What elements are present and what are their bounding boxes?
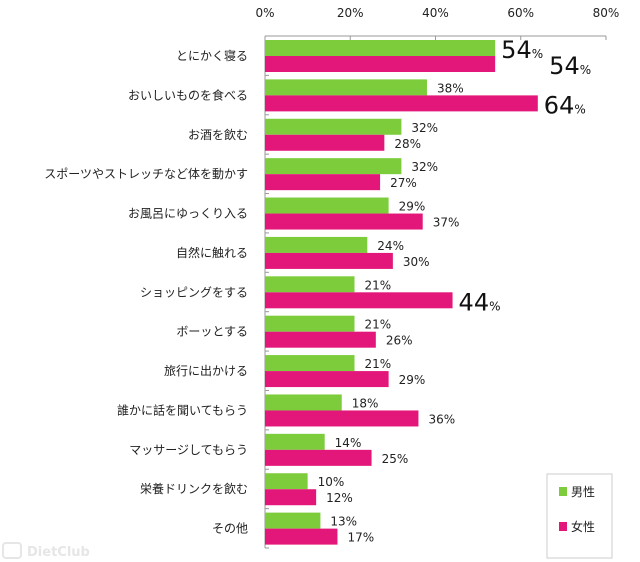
bar-female <box>265 174 381 191</box>
data-label: 30% <box>403 255 430 269</box>
bar-male <box>265 118 402 135</box>
bar-male <box>265 315 355 332</box>
data-label-highlight: 64% <box>544 91 586 119</box>
category-label: その他 <box>212 522 248 536</box>
bar-male <box>265 473 308 490</box>
category-label: 自然に触れる <box>176 245 248 260</box>
x-tick-label: 20% <box>337 6 364 20</box>
legend-swatch <box>559 522 567 531</box>
bar-female <box>265 134 385 151</box>
data-label: 29% <box>399 200 426 214</box>
data-label: 18% <box>352 396 379 410</box>
data-label: 36% <box>428 412 455 426</box>
category-label: ショッピングをする <box>140 285 248 299</box>
category-label: おいしいものを食べる <box>128 87 248 102</box>
category-label: スポーツやストレッチなど体を動かす <box>44 167 248 181</box>
data-label: 25% <box>382 452 409 466</box>
bar-male <box>265 355 355 372</box>
category-label: 旅行に出かける <box>164 364 248 378</box>
bar-female <box>265 213 423 230</box>
category-label: お酒を飲む <box>188 127 248 142</box>
bar-female <box>265 410 419 427</box>
bar-female <box>265 95 538 112</box>
bar-male <box>265 79 427 96</box>
bar-female <box>265 331 376 348</box>
bar-male <box>265 394 342 411</box>
x-tick-label: 0% <box>255 6 274 20</box>
data-label: 12% <box>326 491 353 505</box>
data-label: 13% <box>330 515 357 529</box>
legend-label: 男性 <box>571 485 595 499</box>
bar-male <box>265 512 321 529</box>
legend-label: 女性 <box>571 519 595 534</box>
data-label: 37% <box>433 216 460 230</box>
bar-female <box>265 292 453 309</box>
bar-female <box>265 449 372 466</box>
category-label: 栄養ドリンクを飲む <box>140 481 248 496</box>
watermark-logo-icon <box>2 542 22 559</box>
bar-female <box>265 371 389 388</box>
data-label-highlight: 54% <box>549 52 591 80</box>
data-label-highlight: 54% <box>501 36 543 64</box>
data-label: 21% <box>365 318 392 332</box>
bar-female <box>265 252 393 269</box>
category-label: ボーッとする <box>176 325 248 339</box>
bar-female <box>265 56 496 72</box>
watermark: DietClub <box>27 545 90 560</box>
category-label: マッサージしてもらう <box>129 443 248 457</box>
data-label: 24% <box>377 239 404 253</box>
data-label: 21% <box>365 278 392 292</box>
x-tick-label: 60% <box>507 6 534 20</box>
data-label: 14% <box>335 436 362 450</box>
data-label: 32% <box>411 160 438 174</box>
category-label: 誰かに話を聞いてもらう <box>117 402 248 417</box>
category-label: とにかく寝る <box>176 48 248 63</box>
data-label: 26% <box>386 334 413 348</box>
data-label-highlight: 44% <box>459 288 501 316</box>
legend-box <box>546 473 613 559</box>
bar-male <box>265 40 496 56</box>
x-tick-label: 40% <box>422 6 449 20</box>
bar-male <box>265 197 389 214</box>
data-label: 17% <box>347 531 374 545</box>
data-label: 27% <box>390 176 417 190</box>
bar-male <box>265 433 325 450</box>
bar-male <box>265 158 402 175</box>
data-label: 10% <box>318 475 345 489</box>
data-label: 38% <box>437 81 464 95</box>
legend-swatch <box>559 487 567 496</box>
data-label: 28% <box>394 137 421 151</box>
data-label: 32% <box>411 121 438 135</box>
x-tick-label: 80% <box>593 6 620 20</box>
bar-female <box>265 528 338 545</box>
category-label: お風呂にゆっくり入る <box>128 207 248 221</box>
data-label: 29% <box>399 373 426 387</box>
data-label: 21% <box>365 357 392 371</box>
bar-male <box>265 276 355 293</box>
bar-female <box>265 489 317 506</box>
bar-male <box>265 236 368 253</box>
